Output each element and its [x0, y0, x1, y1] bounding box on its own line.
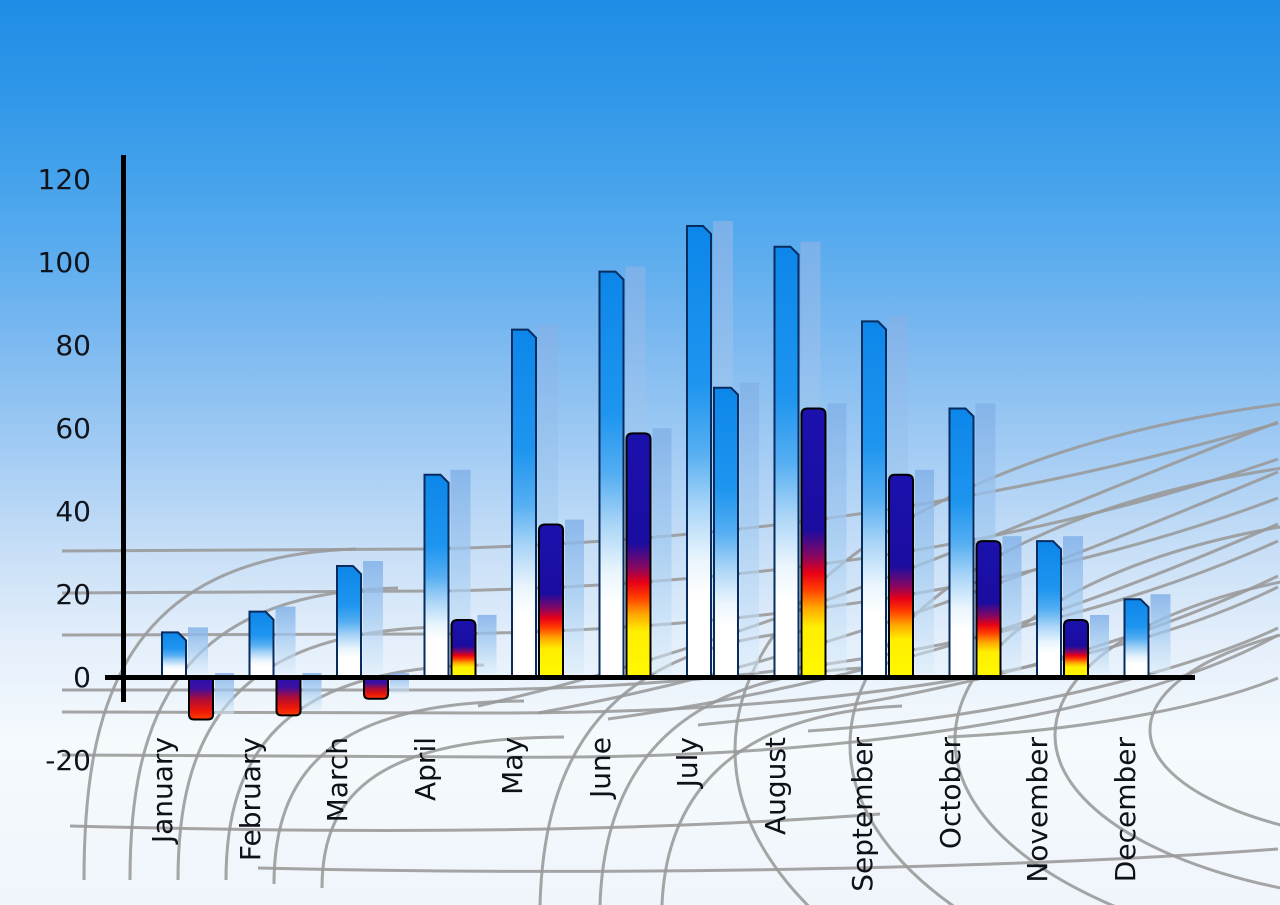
bar-shadow-high-march [363, 561, 383, 673]
bar-shadow-low-august [827, 403, 847, 673]
zero-baseline [105, 675, 1195, 680]
bar-shadow-low-january [215, 673, 234, 715]
bar-shadow-high-january [188, 627, 208, 673]
x-label-december: December [1108, 737, 1142, 883]
bar-shadow-low-april [477, 614, 497, 673]
bar-low-february [275, 677, 302, 717]
bar-low-march [363, 677, 389, 700]
x-label-june: June [583, 737, 617, 798]
grid-arc [320, 735, 565, 889]
bar-shadow-low-september [915, 469, 934, 673]
grid-diagonal [807, 626, 1279, 733]
grid-ellipse [1053, 580, 1280, 890]
x-label-october: October [933, 737, 967, 850]
bar-low-november [1063, 618, 1089, 679]
x-label-august: August [758, 737, 792, 835]
bar-shadow-high-february [275, 606, 296, 673]
x-label-september: September [846, 737, 879, 892]
bar-low-october [975, 540, 1002, 679]
x-label-july: July [671, 737, 704, 788]
x-label-january: January [146, 737, 179, 844]
y-axis-line [121, 155, 126, 702]
x-label-november: November [1021, 737, 1054, 883]
grid-ellipse [733, 402, 1280, 905]
grid-ellipse [1148, 633, 1280, 827]
y-label-120: 120 [37, 163, 91, 197]
bar-low-september [888, 473, 914, 679]
x-label-march: March [321, 737, 354, 823]
x-label-april: April [408, 737, 442, 801]
y-label-60: 60 [55, 412, 91, 446]
bar-low-june [625, 432, 652, 679]
grid-arc [82, 547, 357, 881]
y-label-40: 40 [55, 495, 91, 529]
bar-shadow-low-june [652, 428, 672, 673]
grid-arc [224, 663, 485, 881]
grid-arc [272, 699, 525, 885]
y-label-80: 80 [55, 329, 91, 363]
grid-ellipse [848, 466, 1280, 905]
bar-shadow-low-february [302, 673, 322, 711]
grid-arc [538, 628, 823, 905]
grid-row [61, 633, 1279, 759]
y-label--20: -20 [45, 743, 91, 777]
bar-shadow-low-november [1090, 614, 1109, 673]
grid-row [257, 847, 1279, 873]
grid-arc [660, 704, 903, 905]
grid-ellipse [953, 525, 1280, 905]
bar-shadow-high-december [1150, 594, 1171, 673]
y-label-0: 0 [73, 661, 91, 694]
bar-low-january [188, 677, 214, 721]
bar-shadow-low-july [740, 382, 759, 673]
x-label-february: February [233, 737, 267, 862]
grid-diagonal [697, 574, 1279, 727]
bar-shadow-low-october [1002, 536, 1022, 673]
y-label-20: 20 [55, 578, 91, 612]
grid-row [69, 812, 881, 832]
grid-diagonal [947, 676, 1279, 739]
y-axis-labels: 120 100 80 60 40 20 0 -20 [0, 0, 105, 905]
bar-low-august [800, 407, 827, 679]
bar-low-may [538, 523, 564, 679]
bar-shadow-low-may [565, 519, 584, 673]
y-label-100: 100 [37, 246, 91, 280]
x-label-may: May [496, 737, 529, 795]
bar-low-april [450, 618, 477, 679]
